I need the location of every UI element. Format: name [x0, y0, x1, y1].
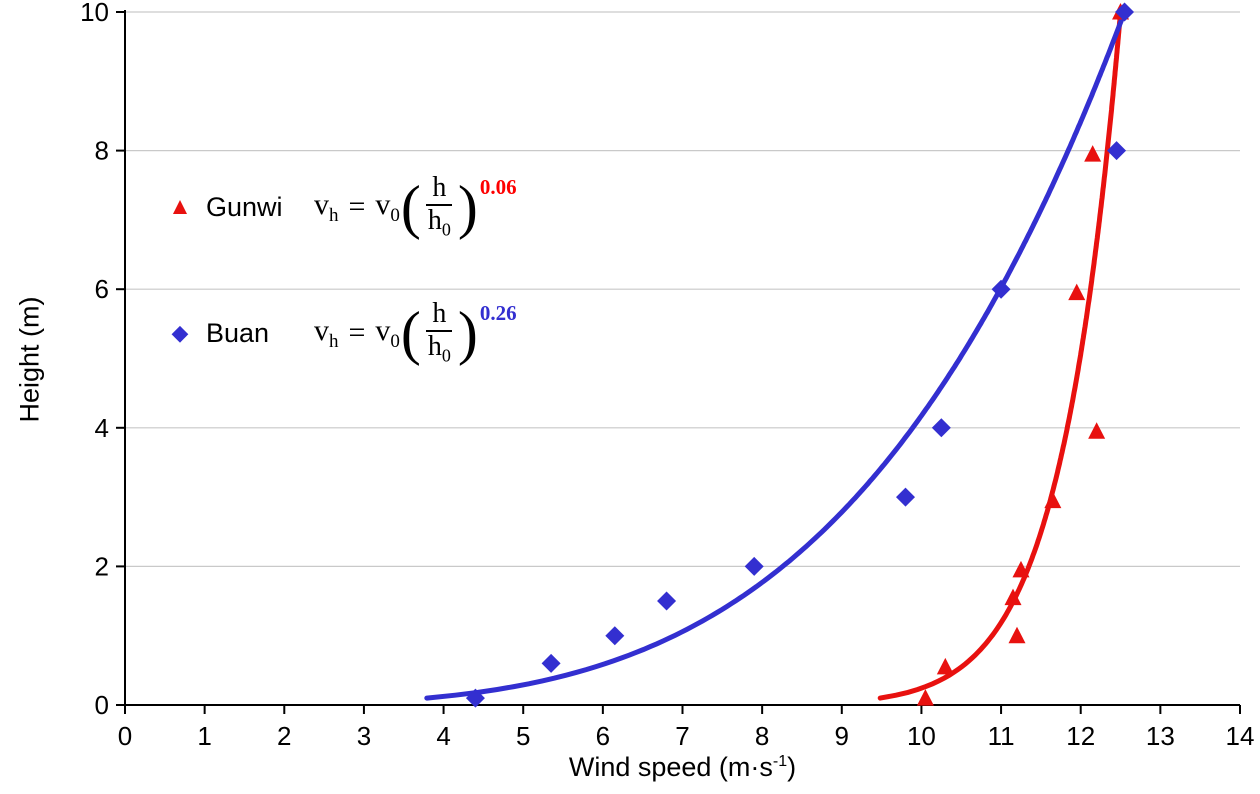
x-tick-label: 1 — [197, 721, 211, 751]
data-point-buan — [896, 487, 915, 507]
formula-rhs: v0 — [375, 313, 400, 352]
data-point-buan — [931, 418, 951, 438]
legend-label-gunwi: Gunwi — [206, 191, 283, 222]
data-point-buan — [465, 688, 485, 708]
data-point-gunwi — [1084, 145, 1102, 162]
y-tick-label: 2 — [95, 551, 109, 581]
equals-sign: = — [348, 190, 366, 223]
x-tick-label: 3 — [357, 721, 371, 751]
data-point-buan — [744, 556, 764, 576]
fraction: h h0 — [426, 298, 453, 366]
x-tick-label: 7 — [675, 721, 689, 751]
y-axis-title: Height (m) — [14, 296, 45, 423]
y-tick-label: 4 — [95, 413, 109, 443]
data-point-buan — [605, 626, 625, 646]
y-tick-label: 10 — [80, 0, 109, 27]
data-point-gunwi — [1008, 626, 1026, 644]
x-tick-label: 12 — [1066, 721, 1095, 751]
open-paren: ( — [400, 173, 421, 240]
data-point-gunwi — [1088, 422, 1106, 439]
data-point-buan — [541, 653, 561, 673]
formula-lhs: vh — [314, 187, 339, 226]
equals-sign: = — [348, 316, 366, 349]
fit-curve-buan — [424, 9, 1127, 701]
formula-lhs: vh — [314, 313, 339, 352]
data-point-gunwi — [916, 689, 934, 706]
fit-curve-gunwi — [877, 9, 1123, 701]
legend-item-gunwi: ▲ Gunwi vh = v0 ( h h0 ) 0.06 — [160, 170, 517, 244]
legend-item-buan: ◆ Buan vh = v0 ( h h0 ) 0.26 — [160, 296, 517, 370]
data-point-gunwi — [1068, 283, 1086, 301]
x-tick-label: 11 — [988, 721, 1015, 751]
x-tick-label: 2 — [277, 721, 291, 751]
x-axis-title: Wind speed (m·s-1) — [568, 752, 797, 782]
x-tick-label: 0 — [118, 721, 132, 751]
x-tick-label: 6 — [596, 721, 610, 751]
y-tick-label: 8 — [95, 136, 109, 166]
y-tick-label: 0 — [95, 690, 109, 720]
legend-formula-gunwi: vh = v0 ( h h0 ) 0.06 — [314, 173, 517, 240]
triangle-marker-icon: ▲ — [168, 193, 192, 220]
data-point-gunwi — [1044, 491, 1062, 509]
x-tick-label: 9 — [835, 721, 849, 751]
data-point-gunwi — [936, 657, 954, 675]
close-paren: ) — [457, 173, 478, 240]
x-tick-label: 10 — [907, 721, 936, 751]
open-paren: ( — [400, 299, 421, 366]
y-tick-label: 6 — [95, 274, 109, 304]
close-paren: ) — [457, 299, 478, 366]
data-point-gunwi — [1004, 588, 1022, 606]
data-point-buan — [657, 591, 677, 611]
legend-formula-buan: vh = v0 ( h h0 ) 0.26 — [314, 299, 517, 366]
legend-label-buan: Buan — [206, 317, 270, 348]
x-tick-label: 14 — [1226, 721, 1255, 751]
x-tick-label: 13 — [1146, 721, 1175, 751]
data-point-buan — [1115, 2, 1135, 22]
data-point-gunwi — [1012, 560, 1030, 578]
diamond-marker-icon: ◆ — [171, 320, 189, 345]
formula-exponent: 0.26 — [479, 301, 517, 326]
x-tick-label: 8 — [755, 721, 769, 751]
fraction: h h0 — [426, 172, 453, 240]
data-point-buan — [991, 279, 1011, 299]
x-tick-label: 4 — [436, 721, 450, 751]
formula-exponent: 0.06 — [479, 175, 517, 200]
data-point-buan — [1107, 141, 1127, 161]
formula-rhs: v0 — [375, 187, 400, 226]
x-tick-label: 5 — [516, 721, 530, 751]
